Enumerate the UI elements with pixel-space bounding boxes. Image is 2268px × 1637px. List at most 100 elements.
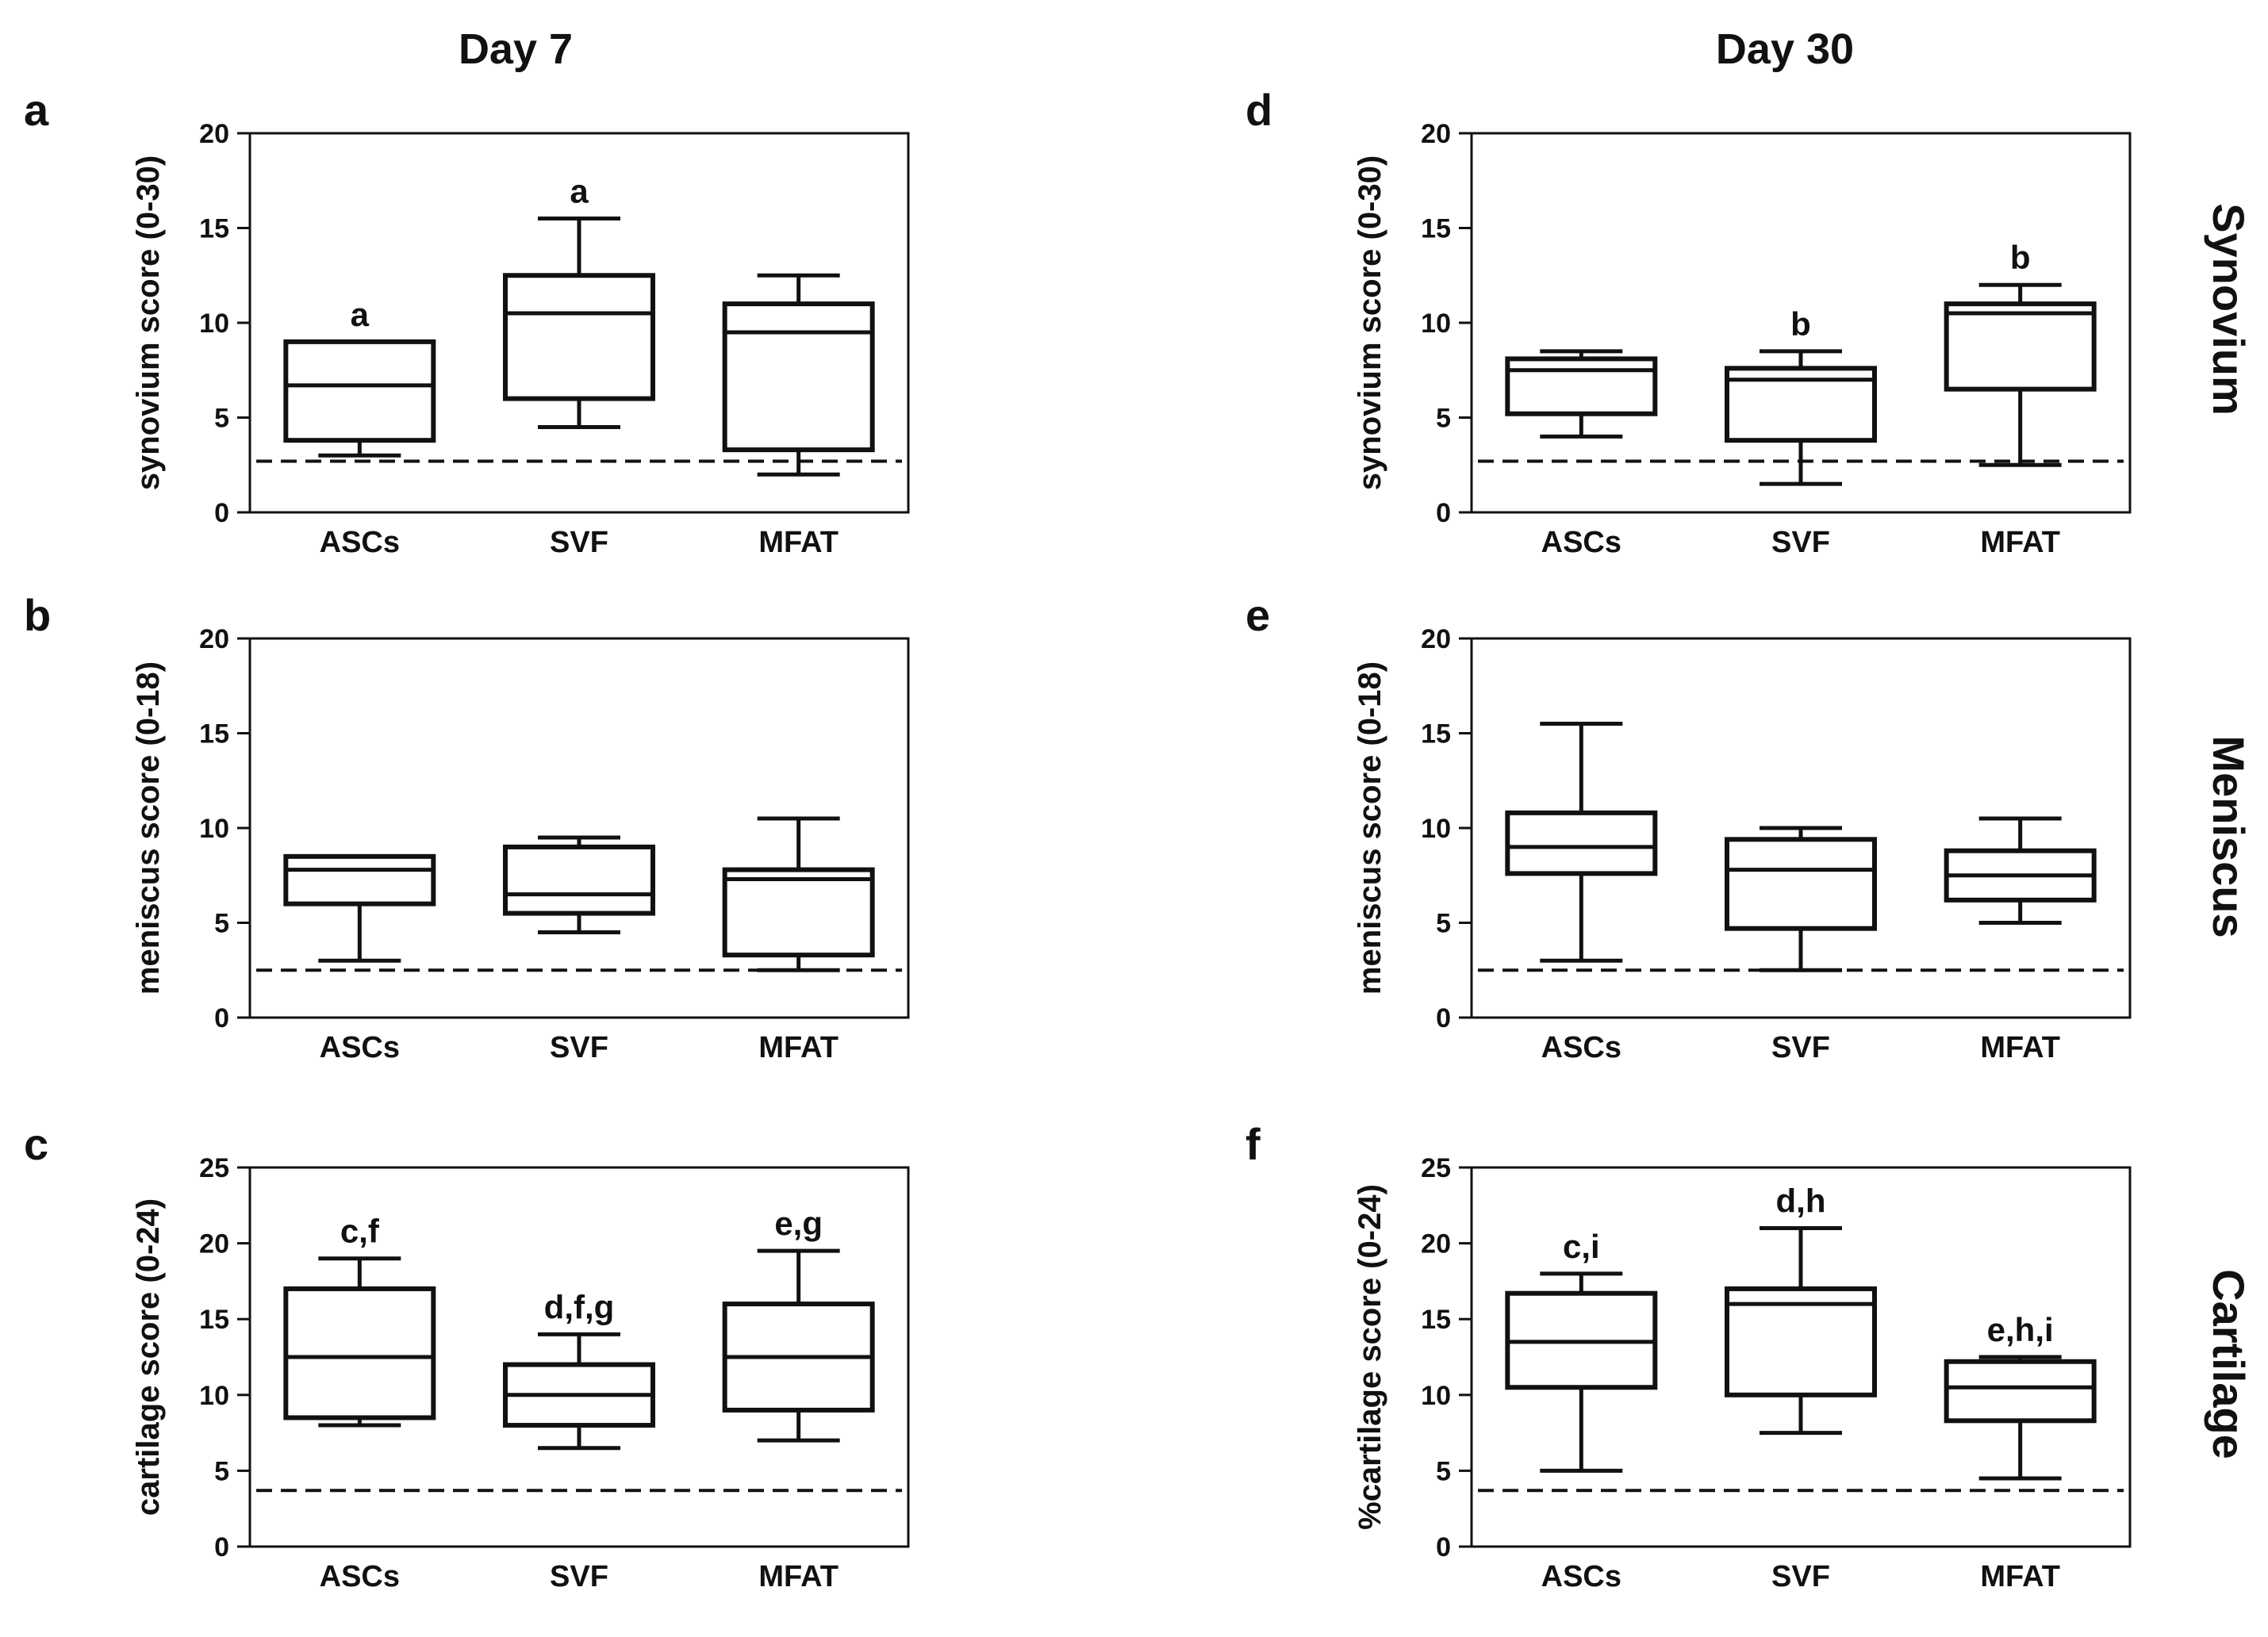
box-iqr	[1944, 1359, 2097, 1424]
significance-label: b	[2010, 239, 2031, 276]
y-tick-label: 15	[1421, 1305, 1451, 1335]
y-tick-label: 15	[199, 719, 229, 749]
x-tick-label: MFAT	[1980, 526, 2060, 559]
y-tick-label: 0	[1436, 498, 1451, 528]
x-tick-label: ASCs	[1541, 526, 1621, 559]
box-SVF: d,h SVF	[1725, 1182, 1877, 1593]
box-SVF: d,f,g SVF	[503, 1288, 655, 1593]
box-SVF: b SVF	[1725, 305, 1877, 559]
panel-e: e 0 5 10 15 20 meniscus score (0-18) ASCs SVF MFA…	[1245, 590, 2132, 1064]
box-ASCs: ASCs	[1505, 722, 1658, 1064]
y-tick-label: 5	[1436, 404, 1451, 434]
x-tick-label: SVF	[1771, 1560, 1830, 1593]
y-tick-label: 20	[199, 1229, 229, 1259]
panel-c: c 0 5 10 15 20 25 cartilage score (0-24) c,f ASCs…	[24, 1119, 910, 1593]
y-tick-label: 20	[1421, 1229, 1451, 1259]
y-tick-label: 20	[1421, 624, 1451, 654]
box-iqr	[722, 867, 875, 958]
significance-label: c,i	[1563, 1228, 1600, 1265]
y-tick-label: 20	[199, 624, 229, 654]
y-tick-label: 10	[1421, 309, 1451, 339]
panels: a 0 5 10 15 20 synovium score (0-30) a ASCs a SVF M…	[24, 85, 2132, 1593]
y-axis-label: synovium score (0-30)	[131, 155, 166, 490]
panel-letter: f	[1245, 1119, 1261, 1169]
box-iqr	[1944, 301, 2097, 392]
column-title-day7: Day 7	[459, 25, 573, 73]
y-tick-label: 20	[199, 119, 229, 149]
y-tick-label: 5	[214, 909, 229, 939]
panel-a: a 0 5 10 15 20 synovium score (0-30) a ASCs a SVF M…	[24, 85, 910, 559]
panel-letter: b	[24, 590, 51, 640]
y-tick-label: 10	[199, 814, 229, 844]
x-tick-label: ASCs	[320, 526, 400, 559]
y-tick-label: 15	[1421, 214, 1451, 244]
x-tick-label: MFAT	[758, 1031, 839, 1064]
significance-label: e,h,i	[1987, 1311, 2054, 1348]
x-tick-label: MFAT	[758, 1560, 839, 1593]
significance-label: a	[570, 173, 589, 210]
box-ASCs: ASCs	[283, 853, 436, 1064]
y-tick-label: 0	[1436, 1532, 1451, 1562]
y-tick-label: 15	[199, 214, 229, 244]
x-tick-label: ASCs	[1541, 1031, 1621, 1064]
box-iqr	[283, 339, 436, 443]
y-tick-label: 25	[1421, 1153, 1451, 1183]
column-title-day30: Day 30	[1716, 25, 1854, 73]
panel-letter: c	[24, 1119, 48, 1169]
y-tick-label: 10	[1421, 1381, 1451, 1411]
x-tick-label: SVF	[550, 1031, 608, 1064]
box-iqr	[503, 844, 655, 916]
box-ASCs: c,i ASCs	[1505, 1228, 1658, 1593]
row-label-meniscus: Meniscus	[2204, 735, 2254, 937]
y-axis-label: meniscus score (0-18)	[131, 661, 166, 995]
y-tick-label: 5	[214, 404, 229, 434]
row-label-cartilage: Cartilage	[2204, 1269, 2254, 1459]
panel-f: f 0 5 10 15 20 25 %cartilage score (0-24) c,i ASC…	[1245, 1119, 2132, 1593]
y-axis-label: cartilage score (0-24)	[131, 1198, 166, 1516]
x-tick-label: SVF	[550, 526, 608, 559]
y-tick-label: 25	[199, 1153, 229, 1183]
y-tick-label: 10	[199, 1381, 229, 1411]
y-tick-label: 0	[214, 1003, 229, 1033]
x-tick-label: ASCs	[320, 1560, 400, 1593]
box-MFAT: MFAT	[722, 273, 875, 559]
x-tick-label: MFAT	[1980, 1560, 2060, 1593]
y-tick-label: 15	[1421, 719, 1451, 749]
box-iqr	[1725, 1286, 1877, 1397]
box-iqr	[503, 273, 655, 401]
y-tick-label: 10	[1421, 814, 1451, 844]
box-ASCs: ASCs	[1505, 349, 1658, 559]
y-axis-label: synovium score (0-30)	[1353, 155, 1387, 490]
plot-frame	[248, 1166, 910, 1548]
box-iqr	[1505, 356, 1658, 416]
box-MFAT: b MFAT	[1944, 239, 2097, 559]
y-axis-label: %cartilage score (0-24)	[1353, 1184, 1387, 1530]
box-iqr	[283, 853, 436, 907]
x-tick-label: SVF	[1771, 1031, 1830, 1064]
box-MFAT: e,h,i MFAT	[1944, 1311, 2097, 1593]
y-axis-label: meniscus score (0-18)	[1353, 661, 1387, 995]
y-tick-label: 20	[1421, 119, 1451, 149]
box-MFAT: e,g MFAT	[722, 1205, 875, 1593]
plot-frame	[1470, 1166, 2132, 1548]
panel-letter: a	[24, 85, 49, 135]
significance-label: e,g	[774, 1205, 823, 1242]
significance-label: a	[351, 296, 370, 333]
y-tick-label: 0	[214, 1532, 229, 1562]
y-tick-label: 15	[199, 1305, 229, 1335]
box-iqr	[283, 1286, 436, 1420]
panel-letter: e	[1245, 590, 1270, 640]
box-MFAT: MFAT	[722, 816, 875, 1064]
panel-d: d 0 5 10 15 20 synovium score (0-30) ASCs b SVF b M…	[1245, 85, 2132, 559]
y-tick-label: 5	[1436, 1456, 1451, 1486]
y-tick-label: 5	[214, 1456, 229, 1486]
y-tick-label: 5	[1436, 909, 1451, 939]
significance-label: b	[1790, 305, 1811, 343]
y-tick-label: 10	[199, 309, 229, 339]
x-tick-label: MFAT	[1980, 1031, 2060, 1064]
box-MFAT: MFAT	[1944, 816, 2097, 1064]
x-tick-label: ASCs	[1541, 1560, 1621, 1593]
x-tick-label: MFAT	[758, 526, 839, 559]
significance-label: c,f	[340, 1213, 380, 1250]
